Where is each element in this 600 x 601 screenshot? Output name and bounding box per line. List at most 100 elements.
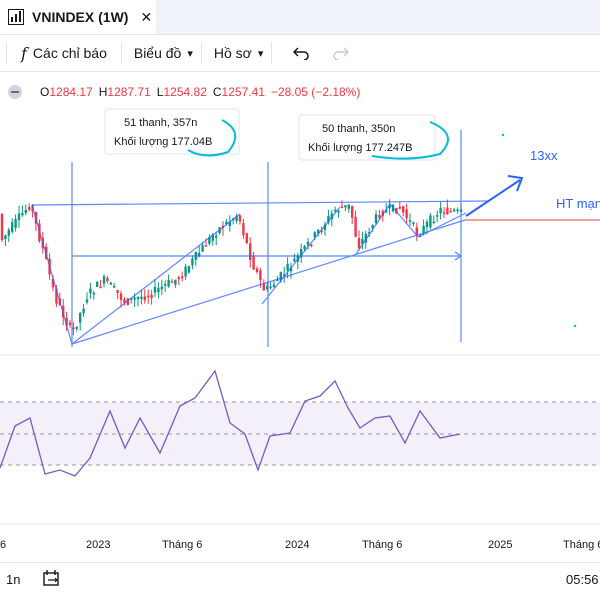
undo-icon bbox=[293, 47, 310, 60]
toolbar-divider bbox=[200, 42, 202, 64]
candle-body bbox=[11, 222, 14, 232]
candle-body bbox=[198, 252, 201, 257]
candle-body bbox=[177, 277, 180, 280]
collapse-legend-icon[interactable] bbox=[8, 85, 22, 99]
candle-body bbox=[412, 222, 415, 225]
candle-body bbox=[157, 288, 160, 293]
candle-body bbox=[225, 221, 228, 225]
candle-body bbox=[238, 215, 242, 222]
candle-body bbox=[385, 209, 388, 213]
low-value: 1254.82 bbox=[163, 85, 207, 99]
chevron-down-icon: ▾ bbox=[187, 47, 193, 60]
candle-body bbox=[249, 243, 252, 261]
candle-body bbox=[354, 216, 357, 237]
candle-body bbox=[262, 283, 265, 291]
candle-body bbox=[279, 272, 282, 281]
candle-body bbox=[55, 288, 58, 304]
candle-body bbox=[347, 204, 350, 209]
chart-type-button[interactable]: Biểu đồ ▾ bbox=[126, 35, 201, 71]
marker-dot bbox=[501, 133, 505, 137]
change-value: −28.05 (−2.18%) bbox=[270, 85, 361, 99]
candle-body bbox=[388, 205, 391, 209]
candle-body bbox=[296, 255, 299, 262]
trend-line bbox=[417, 212, 467, 238]
candle-body bbox=[187, 266, 191, 273]
time-label: 2023 bbox=[86, 539, 110, 551]
fx-icon: f bbox=[21, 43, 27, 63]
profile-button[interactable]: Hồ sơ ▾ bbox=[206, 35, 272, 71]
candle-body bbox=[174, 279, 177, 285]
tab-bar: VNINDEX (1W) ✕ bbox=[0, 0, 600, 35]
candles-group bbox=[0, 199, 463, 336]
candle-body bbox=[28, 207, 31, 210]
candle-body bbox=[425, 221, 429, 228]
candle-body bbox=[252, 255, 255, 270]
time-label: 2025 bbox=[488, 539, 512, 551]
candle-body bbox=[133, 297, 136, 300]
candle-body bbox=[432, 221, 435, 224]
open-label: O bbox=[40, 85, 50, 99]
candle-body bbox=[351, 205, 354, 218]
candle-body bbox=[201, 245, 204, 252]
box2-bars: 50 thanh, 350n bbox=[322, 123, 395, 135]
support-line bbox=[71, 219, 466, 345]
candle-body bbox=[442, 212, 446, 214]
candle-body bbox=[14, 218, 17, 228]
highlight-circle bbox=[371, 121, 449, 160]
candle-body bbox=[72, 327, 75, 330]
candle-body bbox=[300, 248, 303, 258]
candle-body bbox=[276, 279, 279, 281]
projection-arrow bbox=[465, 179, 521, 217]
candle-body bbox=[123, 299, 126, 303]
candle-body bbox=[235, 216, 238, 221]
candle-body bbox=[272, 284, 276, 288]
candle-body bbox=[320, 230, 323, 232]
candle-body bbox=[306, 241, 310, 246]
indicators-button[interactable]: f Các chỉ báo bbox=[13, 35, 115, 71]
candle-body bbox=[109, 282, 112, 285]
candle-body bbox=[143, 296, 146, 301]
box1-volume: Khối lượng 177.04B bbox=[114, 136, 212, 148]
time-axis: 6 2023 Tháng 6 2024 Tháng 6 2025 Tháng 6 bbox=[0, 539, 600, 551]
candle-body bbox=[126, 298, 129, 305]
candle-body bbox=[439, 208, 442, 214]
candle-body bbox=[405, 209, 408, 219]
candle-body bbox=[82, 308, 85, 314]
candle-body bbox=[453, 209, 456, 212]
time-label: 2024 bbox=[285, 539, 309, 551]
bar-count-box-1[interactable]: 51 thanh, 357n Khối lượng 177.04B bbox=[104, 108, 240, 157]
toolbar: f Các chỉ báo Biểu đồ ▾ Hồ sơ ▾ bbox=[0, 35, 600, 72]
date-range-icon[interactable] bbox=[42, 569, 62, 587]
candle-body bbox=[368, 232, 371, 234]
candle-body bbox=[79, 312, 82, 323]
box1-bars: 51 thanh, 357n bbox=[124, 117, 197, 129]
candle-body bbox=[242, 223, 245, 235]
candle-body bbox=[208, 236, 211, 244]
open-value: 1284.17 bbox=[49, 85, 93, 99]
price-chart[interactable]: 13xx HT mạn 51 thanh, 357n Khối lượng 17… bbox=[0, 72, 600, 562]
redo-button[interactable] bbox=[324, 35, 358, 71]
candle-body bbox=[106, 277, 109, 282]
low-label: L bbox=[156, 85, 164, 99]
interval-button[interactable]: 1n bbox=[6, 572, 21, 587]
candle-body bbox=[378, 214, 381, 218]
trend-line bbox=[71, 213, 241, 345]
toolbar-divider bbox=[271, 42, 273, 64]
callout-box bbox=[298, 114, 436, 161]
trend-line bbox=[261, 206, 341, 305]
candle-body bbox=[364, 233, 367, 243]
candle-body bbox=[85, 299, 89, 303]
candle-body bbox=[92, 292, 95, 295]
high-value: 1287.71 bbox=[107, 85, 151, 99]
bar-count-box-2[interactable]: 50 thanh, 350n Khối lượng 177.247B bbox=[298, 114, 449, 161]
candle-body bbox=[374, 214, 378, 223]
candle-body bbox=[164, 284, 167, 286]
chart-tab[interactable]: VNINDEX (1W) ✕ bbox=[0, 0, 156, 34]
undo-button[interactable] bbox=[284, 35, 318, 71]
candle-body bbox=[361, 238, 364, 245]
candle-body bbox=[17, 213, 21, 220]
toolbar-divider bbox=[120, 42, 122, 64]
close-tab-icon[interactable]: ✕ bbox=[140, 8, 153, 25]
candle-body bbox=[160, 286, 163, 290]
candle-body bbox=[337, 210, 340, 213]
